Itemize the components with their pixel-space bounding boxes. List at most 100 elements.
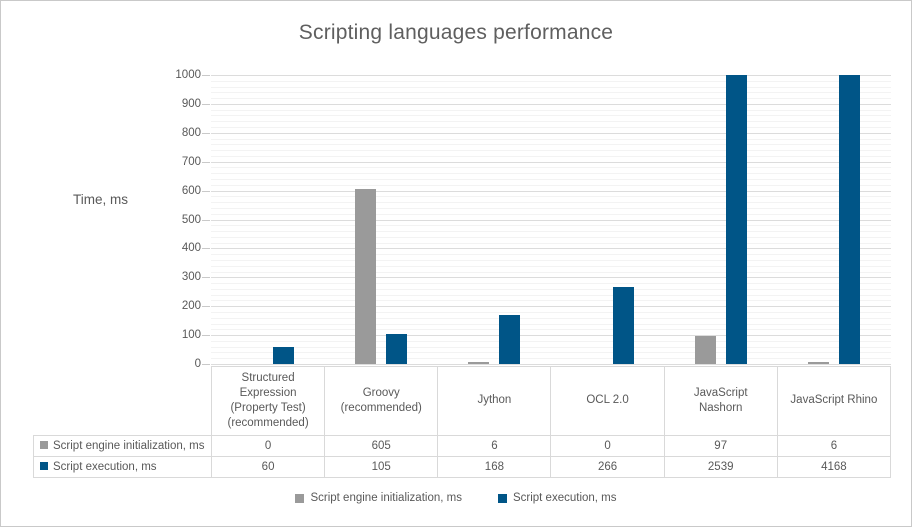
minor-gridline — [211, 236, 891, 238]
y-tick-label: 800 — [181, 126, 201, 139]
major-gridline — [211, 248, 891, 250]
value-cell: 4168 — [776, 456, 892, 478]
bar-initialization — [468, 362, 490, 364]
minor-gridline — [211, 155, 891, 157]
y-tick-label: 600 — [181, 184, 201, 197]
legend-item-initialization: Script engine initialization, ms — [295, 492, 462, 504]
bar-initialization — [695, 336, 716, 364]
minor-gridline — [211, 127, 891, 129]
series-swatch-icon — [40, 441, 48, 449]
y-tick-label: 500 — [181, 213, 201, 226]
legend-item-execution: Script execution, ms — [497, 492, 617, 504]
y-axis-tick — [202, 335, 210, 337]
minor-gridline — [211, 242, 891, 244]
bar-execution — [726, 75, 747, 364]
plot-area — [211, 75, 891, 365]
category-header-row: Structured Expression (Property Test) (r… — [34, 366, 892, 436]
y-axis-tick — [202, 103, 210, 105]
y-tick-label: 300 — [181, 271, 201, 284]
minor-gridline — [211, 358, 891, 360]
series-row-label: Script engine initialization, ms — [33, 435, 212, 457]
minor-gridline — [211, 173, 891, 175]
minor-gridline — [211, 352, 891, 354]
legend-swatch-execution-icon — [497, 493, 507, 503]
y-tick-label: 100 — [181, 329, 201, 342]
minor-gridline — [211, 150, 891, 152]
category-label: JavaScript Nashorn — [663, 366, 778, 436]
value-cell: 6 — [437, 435, 552, 457]
table-row: Script execution, ms 60 105 168 266 2539 4168 — [33, 456, 892, 478]
minor-gridline — [211, 179, 891, 181]
chart-legend: Script engine initialization, ms Script … — [1, 492, 911, 504]
legend-label-execution: Script execution, ms — [512, 492, 617, 504]
y-axis-title: Time, ms — [73, 192, 128, 207]
y-axis-tick — [202, 75, 210, 76]
table-spacer-cell — [34, 367, 212, 436]
value-cell: 60 — [210, 456, 326, 478]
bar-execution — [386, 333, 407, 364]
bar-execution — [272, 346, 294, 364]
category-label: Jython — [437, 366, 552, 436]
minor-gridline — [211, 329, 891, 331]
table-row: Script engine initialization, ms 0 605 6 0 97… — [33, 435, 892, 457]
major-gridline — [211, 161, 891, 163]
minor-gridline — [211, 283, 891, 285]
minor-gridline — [211, 231, 891, 233]
y-axis-tick — [202, 277, 210, 279]
major-gridline — [211, 306, 891, 308]
minor-gridline — [211, 346, 891, 348]
minor-gridline — [211, 207, 891, 209]
category-label: Structured Expression (Property Test) (r… — [210, 366, 326, 436]
minor-gridline — [211, 138, 891, 140]
value-cell: 266 — [550, 456, 665, 478]
y-tick-label: 400 — [181, 242, 201, 255]
y-axis-tick — [202, 306, 210, 308]
category-label: OCL 2.0 — [550, 366, 665, 436]
value-cell: 6 — [776, 435, 892, 457]
value-cell: 105 — [324, 456, 439, 478]
value-cell: 97 — [663, 435, 778, 457]
major-gridline — [211, 335, 891, 337]
major-gridline — [211, 103, 891, 105]
minor-gridline — [211, 311, 891, 313]
minor-gridline — [211, 259, 891, 261]
category-label: Groovy (recommended) — [324, 366, 439, 436]
value-cell: 605 — [324, 435, 439, 457]
bar-execution — [612, 287, 634, 364]
value-cell: 2539 — [663, 456, 778, 478]
minor-gridline — [211, 288, 891, 290]
minor-gridline — [211, 184, 891, 186]
y-tick-label: 900 — [181, 97, 201, 110]
category-label: JavaScript Rhino — [776, 366, 892, 436]
major-gridline — [211, 364, 891, 365]
y-axis-tick — [202, 132, 210, 134]
minor-gridline — [211, 202, 891, 204]
series-row-label: Script execution, ms — [33, 456, 212, 478]
minor-gridline — [211, 121, 891, 123]
minor-gridline — [211, 80, 891, 82]
bar-execution — [499, 315, 521, 364]
major-gridline — [211, 132, 891, 134]
minor-gridline — [211, 196, 891, 198]
major-gridline — [211, 75, 891, 76]
legend-swatch-initialization-icon — [295, 493, 305, 503]
value-cell: 0 — [210, 435, 326, 457]
y-tick-label: 0 — [194, 358, 201, 370]
minor-gridline — [211, 300, 891, 302]
major-gridline — [211, 190, 891, 192]
y-tick-label: 700 — [181, 155, 201, 168]
bar-execution — [839, 75, 861, 364]
minor-gridline — [211, 294, 891, 296]
minor-gridline — [211, 317, 891, 319]
minor-gridline — [211, 225, 891, 227]
bar-initialization — [355, 189, 376, 364]
chart-title: Scripting languages performance — [298, 21, 614, 44]
value-cell: 0 — [550, 435, 665, 457]
minor-gridline — [211, 115, 891, 117]
legend-label-initialization: Script engine initialization, ms — [310, 492, 462, 504]
minor-gridline — [211, 109, 891, 111]
y-axis-tick — [202, 219, 210, 221]
minor-gridline — [211, 323, 891, 325]
minor-gridline — [211, 167, 891, 169]
y-axis-tick — [202, 248, 210, 250]
